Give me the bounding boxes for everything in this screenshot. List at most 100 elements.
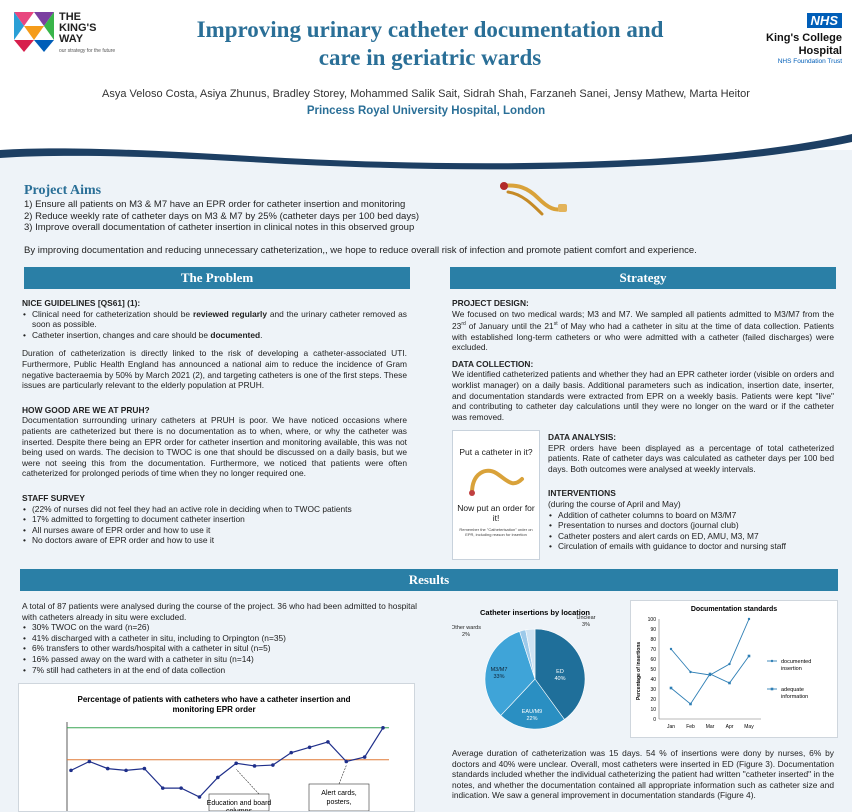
doc-y-tick: 30 <box>650 687 656 693</box>
doc-point <box>689 702 692 706</box>
nice-bullet: Clinical need for catheterization should… <box>22 309 407 330</box>
doc-y-tick: 80 <box>650 637 656 643</box>
epr-order-chart-box: Percentage of patients with catheters wh… <box>18 683 415 812</box>
pruh-paragraph: Documentation surrounding urinary cathet… <box>22 415 407 479</box>
doc-point <box>669 647 673 651</box>
doc-y-tick: 10 <box>650 707 656 713</box>
doc-y-tick: 90 <box>650 627 656 633</box>
pie-label: M3/M7 33% <box>491 667 508 680</box>
intervention-item: Circulation of emails with guidance to d… <box>548 541 834 552</box>
doc-y-tick: 100 <box>648 617 657 623</box>
chart1-title-line2: monitoring EPR order <box>172 705 255 714</box>
chart1-point <box>344 759 349 764</box>
design-heading: PROJECT DESIGN: <box>452 298 529 308</box>
chart1-point <box>216 775 220 780</box>
aims-intro: By improving documentation and reducing … <box>24 245 697 256</box>
results-intro: A total of 87 patients were analysed dur… <box>22 601 417 622</box>
chart1-point <box>179 786 183 790</box>
intervention-item: Presentation to nurses and doctors (jour… <box>548 520 834 531</box>
doc-point <box>669 686 673 690</box>
survey-heading: STAFF SURVEY <box>22 492 85 503</box>
chart1-point <box>197 795 202 799</box>
kings-way-triangles-icon <box>14 12 54 52</box>
card-line2: Now put an order for it! <box>457 503 535 523</box>
results-summary: Average duration of catheterization was … <box>452 748 834 801</box>
logo-tagline: our strategy for the future <box>59 48 116 54</box>
doc-chart-title: Documentation standards <box>691 606 777 613</box>
chart1-point <box>326 740 330 744</box>
nhs-hospital-name: King's College Hospital <box>766 32 842 57</box>
problem-column: NICE GUIDELINES [QS61] (1): Clinical nee… <box>22 298 407 546</box>
chart1-point <box>362 755 367 759</box>
logo-line2: KING'S <box>59 22 97 34</box>
survey-item: (22% of nurses did not feel they had an … <box>22 504 407 515</box>
epr-order-chart: Percentage of patients with catheters wh… <box>66 695 389 812</box>
doc-point <box>728 662 731 666</box>
results-item: 16% passed away on the ward with a cathe… <box>22 654 417 665</box>
results-item: 30% TWOC on the ward (n=26) <box>22 622 417 633</box>
chart1-point <box>252 764 257 768</box>
authors: Asya Veloso Costa, Asiya Zhunus, Bradley… <box>102 88 750 100</box>
svg-text:insertion: insertion <box>781 666 802 672</box>
strategy-column: PROJECT DESIGN: We focused on two medica… <box>452 298 834 422</box>
pie-slice-ed <box>534 628 586 720</box>
doc-x-tick: Jan <box>667 724 675 730</box>
location-pie-chart: Catheter insertions by location ED 40% EAU… <box>451 608 596 730</box>
pie-label: ED 40% <box>554 669 565 682</box>
chart1-point <box>307 745 312 750</box>
poster-title: Improving urinary catheter documentation… <box>140 16 720 72</box>
chart1-annotation: Education and boardcolumns <box>207 769 271 812</box>
doc-point <box>728 681 731 685</box>
nhs-badge: NHS <box>806 13 842 28</box>
doc-series-line <box>670 618 750 676</box>
aims-title: Project Aims <box>24 183 102 198</box>
intervention-item: Addition of catheter columns to board on… <box>548 510 834 521</box>
chart1-point <box>142 766 147 771</box>
nhs-trust-name: NHS Foundation Trust <box>777 58 842 65</box>
chart1-series-line <box>70 727 384 798</box>
nice-bullet: Catheter insertion, changes and care sho… <box>22 330 407 341</box>
chart1-point <box>105 766 110 771</box>
results-heading: Results <box>20 569 838 591</box>
svg-text:adequate: adequate <box>781 687 804 693</box>
chart1-title-line1: Percentage of patients with catheters wh… <box>78 695 351 704</box>
chart1-annotation: Alert cards, posters, <box>308 765 370 812</box>
results-item: 7% still had catheters in at the end of … <box>22 665 417 676</box>
card-note: Remember the "Catheterisation" order on … <box>459 527 533 537</box>
svg-text:Alert cards,: Alert cards, <box>321 790 356 797</box>
pie-label: Other wards 2% <box>452 625 481 638</box>
pie-slice-m3-m7 <box>484 631 536 716</box>
doc-y-tick: 20 <box>650 697 656 703</box>
survey-item: 17% admitted to forgetting to document c… <box>22 514 407 525</box>
catheter-image <box>500 182 567 216</box>
pie-chart-box: Catheter insertions by location ED 40% EAU… <box>451 601 618 738</box>
doc-y-tick: 50 <box>650 667 656 673</box>
title-line1: Improving urinary catheter documentation… <box>196 17 664 42</box>
results-item: 6% transfers to other wards/hospital wit… <box>22 643 417 654</box>
problem-heading: The Problem <box>24 267 410 289</box>
doc-y-tick: 70 <box>650 647 656 653</box>
svg-text:documented: documented <box>781 659 811 665</box>
nhs-logo: NHS King's College Hospital NHS Foundati… <box>730 12 842 66</box>
doc-x-tick: Mar <box>706 724 715 730</box>
nice-heading: NICE GUIDELINES [QS61] (1): <box>22 298 141 308</box>
pie-slice-unclear <box>525 628 536 680</box>
chart1-point <box>271 763 275 767</box>
header-wave <box>0 128 852 170</box>
logo-line3: WAY <box>59 33 84 45</box>
documentation-chart-box: Documentation standards Percentage of in… <box>630 600 838 738</box>
duration-paragraph: Duration of catheterization is directly … <box>22 348 407 391</box>
svg-text:posters,: posters, <box>327 799 352 806</box>
survey-item: No doctors aware of EPR order and how to… <box>22 535 407 546</box>
kings-way-logo: THE KING'S WAY our strategy for the futu… <box>14 10 124 58</box>
catheter-card-icon <box>469 468 524 496</box>
title-line2: care in geriatric wards <box>318 45 542 70</box>
results-column: A total of 87 patients were analysed dur… <box>22 601 417 675</box>
design-paragraph: We focused on two medical wards; M3 and … <box>452 308 834 353</box>
doc-point <box>708 672 712 676</box>
pie-slice-eau-m9 <box>500 678 565 730</box>
pie-title: Catheter insertions by location <box>480 608 590 617</box>
aim-item: 3) Improve overall documentation of cath… <box>24 222 415 233</box>
analysis-column: DATA ANALYSIS: EPR orders have been disp… <box>548 432 834 552</box>
